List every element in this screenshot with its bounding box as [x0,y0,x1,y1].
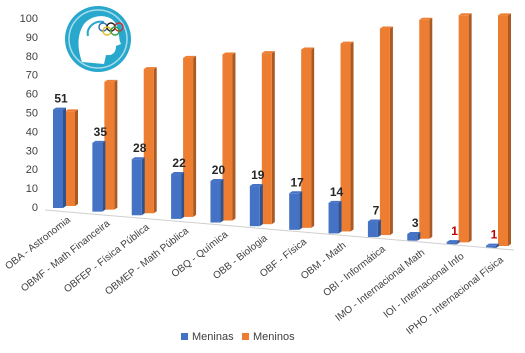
legend-label-meninas: Meninas [192,331,234,343]
y-tick-label: 10 [26,183,38,195]
y-tick-label: 90 [26,32,38,44]
bar-meninas-6 [289,191,303,230]
bar-meninos-7 [340,41,354,232]
data-label-meninas-1: 35 [94,125,108,139]
data-label-meninas-0: 51 [54,92,68,106]
bar-meninos-3 [183,55,197,217]
legend-swatch-meninos [242,333,249,340]
bar-meninos-1 [104,79,118,210]
y-tick-label: 40 [26,126,38,138]
x-tick-label-10: IOI - Internacional Info [382,251,467,321]
bar-meninos-4 [222,52,236,221]
legend-label-meninos: Meninos [253,331,295,343]
bar-meninas-9 [407,231,421,241]
data-label-meninas-8: 7 [373,204,380,218]
data-label-meninas-4: 20 [212,163,226,177]
bar-meninas-7 [328,200,342,234]
data-labels: 51 35 28 22 20 19 17 14 7 3 1 1 [54,92,497,242]
bar-meninas-5 [249,184,263,227]
data-label-meninas-2: 28 [133,141,147,155]
bar-meninos-5 [261,51,275,225]
bar-meninos-9 [419,17,433,239]
bar-meninos-10 [458,13,472,243]
bar-meninas-3 [171,172,185,219]
y-tick-label: 60 [26,89,38,101]
bar-meninos-11 [498,13,511,246]
x-tick-label-3: OBMEP - Math Pública [103,225,191,297]
data-label-meninas-6: 17 [291,175,305,189]
x-tick-label-9: IMO - Internacional Math [334,247,427,323]
y-tick-label: 80 [26,51,38,63]
bar-meninas-2 [131,157,145,216]
y-tick-label: 30 [26,145,38,157]
data-label-meninas-10: 1 [451,224,458,238]
y-axis: 0 10 20 30 40 50 60 70 80 90 100 [20,13,38,214]
y-tick-label: 100 [20,13,38,25]
bar-meninas-11 [486,243,499,248]
data-label-meninas-11: 1 [491,228,498,242]
data-label-meninas-5: 19 [251,168,265,182]
bar-meninos-6 [301,47,315,228]
bar-meninas-4 [210,179,224,223]
y-tick-label: 70 [26,70,38,82]
x-tick-label-2: OBFEP - Física Pública [62,222,152,295]
bar-meninos-8 [379,26,393,236]
y-tick-label: 50 [26,108,38,120]
data-label-meninas-3: 22 [172,156,186,170]
legend-swatch-meninas [181,333,188,340]
y-tick-label: 20 [26,164,38,176]
x-axis-line [44,209,515,251]
bar-meninas-1 [92,140,106,212]
data-label-meninas-9: 3 [412,216,419,230]
bar-meninos-2 [143,67,157,214]
bar-meninas-0 [53,107,66,208]
data-label-meninas-7: 14 [330,185,344,199]
olympic-head-logo-icon [65,6,131,72]
legend: Meninas Meninos [181,331,295,343]
bar-meninas-8 [367,219,381,238]
bar-meninas-10 [446,240,460,245]
bar-meninos-0 [65,109,78,206]
y-tick-label: 0 [32,202,38,214]
bars [53,13,511,248]
